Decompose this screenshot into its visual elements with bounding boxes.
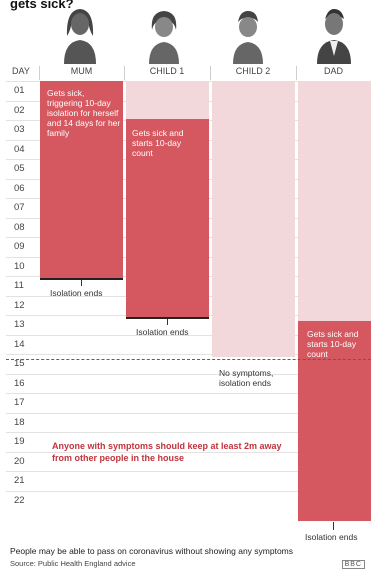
day-row — [6, 373, 371, 394]
mum-isolation-block — [40, 81, 123, 279]
day-row — [6, 412, 371, 433]
day-number: 14 — [14, 338, 25, 350]
family-isolation-end-line — [6, 359, 371, 360]
day-number: 20 — [14, 455, 25, 467]
day-number: 22 — [14, 494, 25, 506]
day-number: 13 — [14, 319, 25, 330]
day-row — [6, 354, 371, 374]
day-number: 17 — [14, 397, 25, 408]
child2-isolation-block — [212, 81, 295, 357]
day-row — [6, 334, 371, 355]
day-number: 21 — [14, 475, 25, 486]
column-divider — [39, 66, 40, 80]
column-divider — [210, 66, 211, 80]
dad-avatar-icon — [317, 9, 351, 64]
day-number: 11 — [14, 280, 24, 291]
source: Source: Public Health England advice — [10, 559, 136, 568]
bbc-logo: BBC — [341, 560, 365, 569]
day-number: 09 — [14, 241, 25, 252]
child1-column-header: CHILD 1 — [149, 66, 185, 76]
day-number: 07 — [14, 202, 25, 213]
day-number: 19 — [14, 436, 25, 447]
day-row — [6, 451, 371, 472]
child2-isolation-end-label: No symptoms, isolation ends — [219, 368, 274, 388]
mum-column-header: MUM — [70, 66, 93, 76]
mum-isolation-end-line — [40, 278, 123, 280]
day-number: 04 — [14, 143, 25, 155]
column-divider — [296, 66, 297, 80]
mum-isolation-end-tick — [81, 280, 82, 286]
child1-isolation-block — [126, 119, 209, 317]
mum-note: Gets sick, triggering 10-day isolation f… — [47, 88, 121, 138]
day-row — [6, 490, 371, 511]
child1-note: Gets sick and starts 10-day count — [132, 128, 184, 158]
dad-isolation-end-tick — [333, 522, 334, 530]
day-number: 10 — [14, 260, 25, 272]
day-number: 18 — [14, 416, 25, 428]
mum-isolation-end-label: Isolation ends — [50, 288, 103, 298]
dad-column-header: DAD — [323, 66, 343, 76]
day-column-header: DAY — [12, 66, 30, 76]
day-number: 03 — [14, 124, 25, 135]
footnote: People may be able to pass on coronaviru… — [10, 546, 294, 556]
day-number: 06 — [14, 182, 25, 194]
day-number: 01 — [14, 85, 25, 96]
dad-isolation-end-label: Isolation ends — [305, 532, 358, 542]
dad-isolation-block — [298, 321, 371, 521]
child2-avatar-icon — [233, 11, 263, 64]
day-number: 02 — [14, 104, 25, 116]
child1-isolation-end-label: Isolation ends — [136, 327, 189, 337]
day-number: 08 — [14, 221, 25, 233]
child1-family-isolation-block — [126, 81, 209, 119]
child2-column-header: CHILD 2 — [235, 66, 271, 76]
page-title: gets sick? — [10, 0, 74, 11]
column-divider — [124, 66, 125, 80]
day-row — [6, 432, 371, 452]
child1-isolation-end-line — [126, 317, 209, 319]
day-number: 15 — [14, 358, 25, 369]
child1-isolation-end-tick — [167, 319, 168, 325]
day-row — [6, 393, 371, 413]
child1-avatar-icon — [149, 11, 179, 64]
day-row — [6, 471, 371, 491]
mum-avatar-icon — [64, 9, 96, 64]
dad-family-isolation-block — [298, 81, 371, 321]
day-number: 16 — [14, 377, 25, 389]
day-number: 12 — [14, 299, 25, 311]
distance-advice: Anyone with symptoms should keep at leas… — [52, 441, 282, 463]
day-number: 05 — [14, 163, 25, 174]
dad-note: Gets sick and starts 10-day count — [307, 329, 359, 359]
